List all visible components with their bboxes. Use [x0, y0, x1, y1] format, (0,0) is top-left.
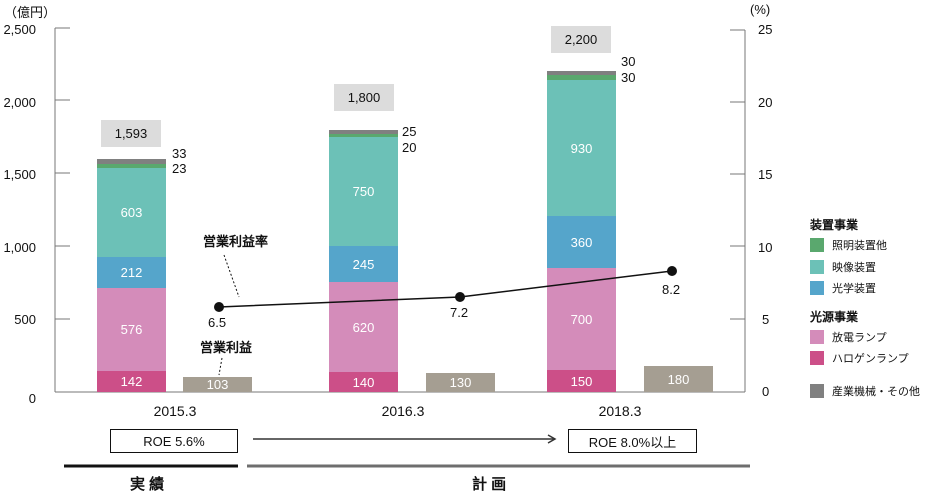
margin-value: 7.2: [450, 305, 469, 320]
y2-tick: 15: [758, 167, 773, 182]
y-tick: 1,500: [3, 167, 36, 182]
bar-segment-lighting: [97, 164, 166, 168]
small-value-label: 23: [172, 161, 187, 176]
bar-segment-industrial: [97, 159, 166, 164]
bar-segment-halogen-lamp: 150: [547, 370, 616, 392]
bar-segment-discharge-lamp: 620: [329, 282, 398, 372]
x-label: 2015.3: [153, 403, 197, 419]
legend-group-light-source: 光源事業: [810, 310, 859, 324]
margin-callout: 営業利益率: [203, 234, 269, 249]
small-value-label: 25: [402, 124, 417, 139]
legend-item-optical: 光学装置: [810, 280, 876, 296]
small-value-label: 30: [621, 70, 636, 85]
small-value-label: 33: [172, 146, 187, 161]
profit-callout: 営業利益: [200, 340, 253, 355]
bar-segment-lighting: [329, 134, 398, 137]
bar-segment-industrial: [547, 71, 616, 75]
legend-swatch: [810, 281, 824, 295]
total-label: 1,593: [101, 120, 161, 147]
bar-segment-imaging: 930: [547, 80, 616, 216]
bar-segment-optical: 212: [97, 257, 166, 288]
legend-item-halogen: ハロゲンランプ: [810, 350, 909, 366]
y2-tick: 20: [758, 95, 773, 110]
bar-segment-imaging: 750: [329, 137, 398, 246]
legend-swatch: [810, 351, 824, 365]
bar-segment-imaging: 603: [97, 168, 166, 257]
bar-segment-lighting: [547, 75, 616, 80]
roe-end-box: ROE 8.0%以上: [568, 429, 697, 453]
y2-tick: 25: [758, 22, 773, 37]
actual-label: 実 績: [130, 476, 165, 493]
small-value-label: 30: [621, 54, 636, 69]
bar-segment-industrial: [329, 130, 398, 134]
legend-swatch: [810, 238, 824, 252]
y2-tick: 10: [758, 240, 773, 255]
y-tick: 2,500: [3, 22, 36, 37]
profit-bar: 180: [644, 366, 713, 392]
total-label: 1,800: [334, 84, 394, 111]
y-tick: 1,000: [3, 240, 36, 255]
right-axis-unit: (%): [750, 2, 771, 17]
legend-group-equipment: 装置事業: [810, 218, 859, 232]
y2-tick: 0: [762, 384, 770, 399]
y-tick: 0: [28, 391, 36, 406]
legend-swatch: [810, 384, 824, 398]
roe-start-box: ROE 5.6%: [110, 429, 238, 453]
legend-item-discharge: 放電ランプ: [810, 329, 887, 345]
margin-value: 8.2: [662, 282, 681, 297]
y-tick: 500: [14, 312, 36, 327]
legend-item-imaging: 映像装置: [810, 259, 876, 275]
profit-bar: 103: [183, 377, 252, 392]
x-label: 2016.3: [381, 403, 425, 419]
bar-segment-discharge-lamp: 576: [97, 288, 166, 371]
y2-tick: 5: [762, 312, 770, 327]
margin-value: 6.5: [208, 315, 227, 330]
legend-swatch: [810, 260, 824, 274]
x-label: 2018.3: [598, 403, 642, 419]
profit-bar: 130: [426, 373, 495, 392]
bar-segment-optical: 245: [329, 246, 398, 282]
bar-segment-optical: 360: [547, 216, 616, 268]
bar-segment-halogen-lamp: 140: [329, 372, 398, 392]
bar-segment-halogen-lamp: 142: [97, 371, 166, 392]
left-axis-unit: （億円）: [4, 5, 57, 20]
total-label: 2,200: [551, 26, 611, 53]
legend-item-industrial: 産業機械・その他: [810, 383, 920, 399]
y-tick: 2,000: [3, 95, 36, 110]
small-value-label: 20: [402, 140, 417, 155]
plan-label: 計 画: [472, 476, 507, 493]
legend-swatch: [810, 330, 824, 344]
legend-item-lighting: 照明装置他: [810, 237, 887, 253]
